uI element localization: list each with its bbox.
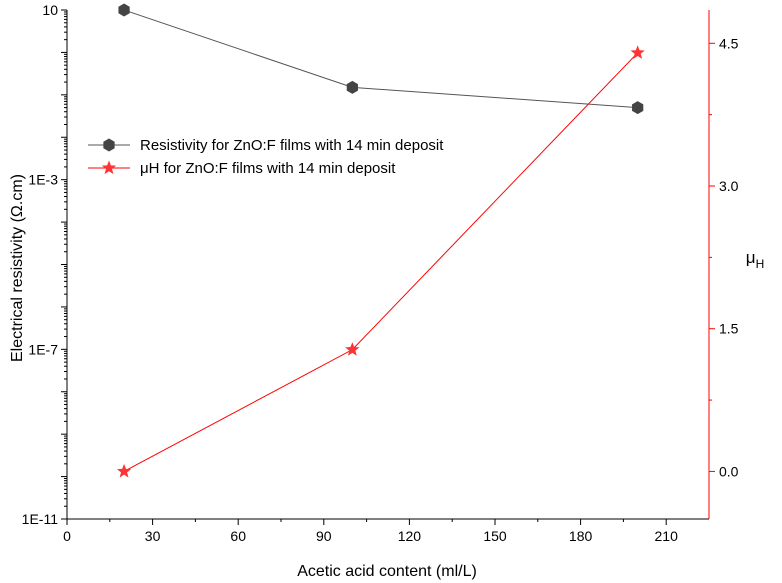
x-tick-label: 0 — [63, 528, 71, 544]
y-tick-label: 1E-3 — [28, 172, 58, 188]
x-tick-label: 90 — [316, 528, 332, 544]
y2-axis-title: μH — [746, 248, 764, 271]
y-axis-title: Electrical resistivity (Ω.cm) — [9, 174, 26, 362]
y-tick-label: 1E-11 — [22, 511, 59, 527]
legend-label-resistivity: Resistivity for ZnO:F films with 14 min … — [140, 137, 444, 154]
legend-marker-star-icon — [101, 160, 117, 175]
y2-tick-label: 0.0 — [719, 463, 739, 479]
data-point-star — [116, 463, 132, 478]
series-markers-group — [116, 3, 645, 478]
data-point-star — [630, 45, 645, 59]
x-tick-label: 210 — [655, 528, 679, 544]
data-point-star — [345, 342, 360, 356]
axes-group: 0 30 60 90 120 150 180 210 1E-11 1E-7 1E-3 10 0.0 1.5… — [22, 2, 739, 544]
data-point-hexagon — [118, 3, 130, 17]
legend: Resistivity for ZnO:F films with 14 min … — [88, 137, 444, 177]
y-tick-label: 10 — [42, 2, 58, 18]
y2-tick-label: 3.0 — [719, 178, 739, 194]
series-line-1 — [123, 52, 639, 472]
legend-label-mobility: μH for ZnO:F films with 14 min deposit — [140, 160, 396, 177]
x-tick-label: 60 — [230, 528, 246, 544]
y2-axis-title-main: μ — [746, 248, 756, 267]
x-tick-label: 150 — [483, 528, 507, 544]
x-tick-label: 120 — [398, 528, 422, 544]
legend-item-resistivity: Resistivity for ZnO:F films with 14 min … — [88, 137, 444, 154]
y2-tick-label: 1.5 — [719, 321, 739, 337]
data-point-hexagon — [632, 101, 644, 115]
series-line-0 — [123, 9, 638, 109]
y-tick-label: 1E-7 — [28, 341, 58, 357]
data-point-hexagon — [346, 80, 358, 94]
series-lines-group — [123, 9, 639, 472]
y2-tick-label: 4.5 — [719, 35, 739, 51]
x-tick-label: 30 — [145, 528, 161, 544]
y2-axis-title-subscript: H — [756, 257, 765, 271]
legend-marker-hexagon-icon — [103, 138, 115, 152]
x-axis-title: Acetic acid content (ml/L) — [297, 563, 477, 580]
x-tick-label: 180 — [569, 528, 593, 544]
legend-item-mobility: μH for ZnO:F films with 14 min deposit — [88, 160, 396, 177]
